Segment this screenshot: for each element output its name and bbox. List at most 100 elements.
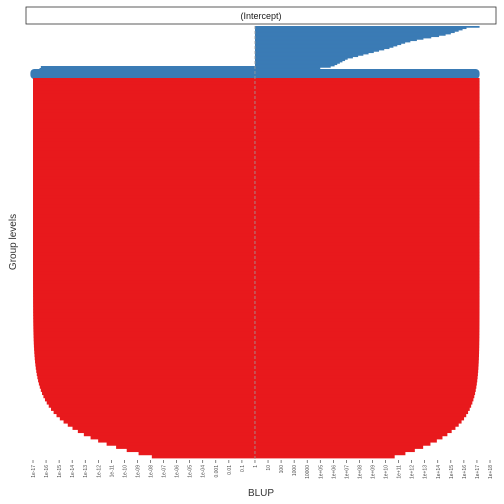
x-tick-label: 1e+07: [344, 465, 350, 479]
negative-bar: [33, 271, 480, 275]
negative-bar: [35, 366, 479, 370]
negative-bar: [83, 432, 448, 437]
negative-bar: [33, 173, 480, 177]
negative-bar: [33, 217, 480, 221]
positive-bar: [254, 47, 390, 50]
positive-bar: [254, 27, 467, 30]
negative-bar: [33, 211, 480, 215]
negative-bar: [33, 321, 480, 326]
negative-bar: [33, 100, 480, 104]
x-tick-label: 1e-07: [162, 465, 168, 478]
negative-bar: [33, 135, 480, 139]
facet-label: (Intercept): [240, 11, 281, 21]
negative-bar: [33, 239, 480, 244]
negative-bar: [40, 388, 476, 392]
positive-bar: [254, 35, 440, 38]
negative-bar: [33, 179, 480, 183]
negative-bar: [33, 128, 480, 133]
x-tick-label: 1e+15: [449, 465, 455, 479]
x-tick-label: 0.1: [240, 465, 246, 472]
negative-bar: [33, 230, 480, 234]
negative-bars: [33, 78, 480, 459]
positive-bar: [254, 54, 364, 56]
negative-bar: [33, 97, 480, 101]
negative-bar: [33, 274, 480, 278]
negative-bar: [33, 293, 480, 297]
x-axis-title: BLUP: [248, 488, 274, 499]
negative-bar: [33, 306, 480, 310]
negative-bar: [33, 116, 480, 120]
negative-bar: [106, 442, 431, 446]
negative-bar: [126, 448, 415, 453]
negative-bar: [151, 454, 395, 459]
x-tick-label: 1000: [292, 465, 298, 476]
negative-bar: [33, 299, 480, 304]
negative-bar: [33, 87, 480, 92]
x-tick-label: 1e+13: [423, 465, 429, 479]
negative-bar: [51, 407, 470, 411]
negative-bar: [33, 245, 480, 250]
positive-bar: [254, 62, 340, 64]
negative-bar: [37, 375, 478, 380]
x-tick-label: 10: [266, 465, 272, 471]
negative-bar: [33, 296, 480, 301]
x-tick-label: 10000: [305, 465, 311, 479]
x-axis-ticks: 1e-17 1e-16 1e-15 1e-14 1e-13 1e-12 1e-11 1e-10…: [31, 460, 494, 479]
positive-bar: [254, 59, 346, 62]
negative-bar: [33, 160, 480, 164]
negative-bar: [33, 150, 480, 155]
x-tick-label: 1e-04: [201, 465, 207, 478]
x-tick-label: 1e-17: [31, 465, 37, 478]
positive-bar: [254, 38, 424, 40]
negative-bar: [33, 255, 480, 259]
negative-bar: [33, 204, 480, 209]
negative-bar: [33, 195, 480, 199]
negative-bar: [33, 214, 480, 218]
negative-bar: [39, 385, 477, 389]
x-tick-label: 1e+18: [488, 465, 494, 479]
negative-bar: [33, 249, 480, 253]
negative-bar: [33, 144, 480, 149]
x-tick-label: 1e+05: [318, 465, 324, 479]
positive-bar: [254, 31, 455, 34]
x-tick-label: 1e-13: [83, 465, 89, 478]
negative-bar: [33, 201, 480, 206]
negative-bar: [33, 220, 480, 225]
negative-bar: [33, 182, 480, 187]
negative-bar: [36, 372, 478, 377]
negative-bar: [138, 451, 406, 456]
negative-bar: [34, 347, 480, 351]
negative-bar: [33, 242, 480, 247]
negative-bar: [38, 378, 478, 383]
negative-bar: [33, 157, 480, 161]
positive-bar: [254, 26, 480, 28]
negative-bar: [33, 131, 480, 136]
negative-bar: [33, 207, 480, 212]
positive-bar: [254, 50, 380, 52]
x-tick-label: 1e-16: [44, 465, 50, 478]
negative-bar: [33, 188, 480, 193]
negative-bar: [34, 353, 479, 358]
negative-bar: [33, 277, 480, 282]
positive-bar: [254, 48, 385, 51]
x-tick-label: 1e+08: [357, 465, 363, 479]
facet-strip-box: [25, 6, 497, 25]
negative-bar: [33, 176, 480, 180]
negative-bar: [35, 359, 479, 364]
positive-bar: [254, 46, 394, 48]
negative-bar: [90, 435, 443, 440]
negative-bar: [33, 283, 480, 288]
x-tick-label: 1e+09: [370, 465, 376, 479]
positive-bar: [254, 51, 374, 54]
negative-bar: [33, 252, 480, 256]
negative-bar: [43, 394, 475, 399]
positive-bar: [254, 63, 338, 66]
negative-bar: [77, 429, 452, 434]
positive-bar: [254, 58, 348, 60]
x-tick-label: 1e-10: [122, 465, 128, 478]
negative-bar: [33, 125, 480, 130]
y-axis-title: Group levels: [8, 214, 19, 270]
negative-bar: [33, 147, 480, 152]
negative-bar: [33, 103, 480, 107]
x-tick-label: 1e+17: [475, 465, 481, 479]
